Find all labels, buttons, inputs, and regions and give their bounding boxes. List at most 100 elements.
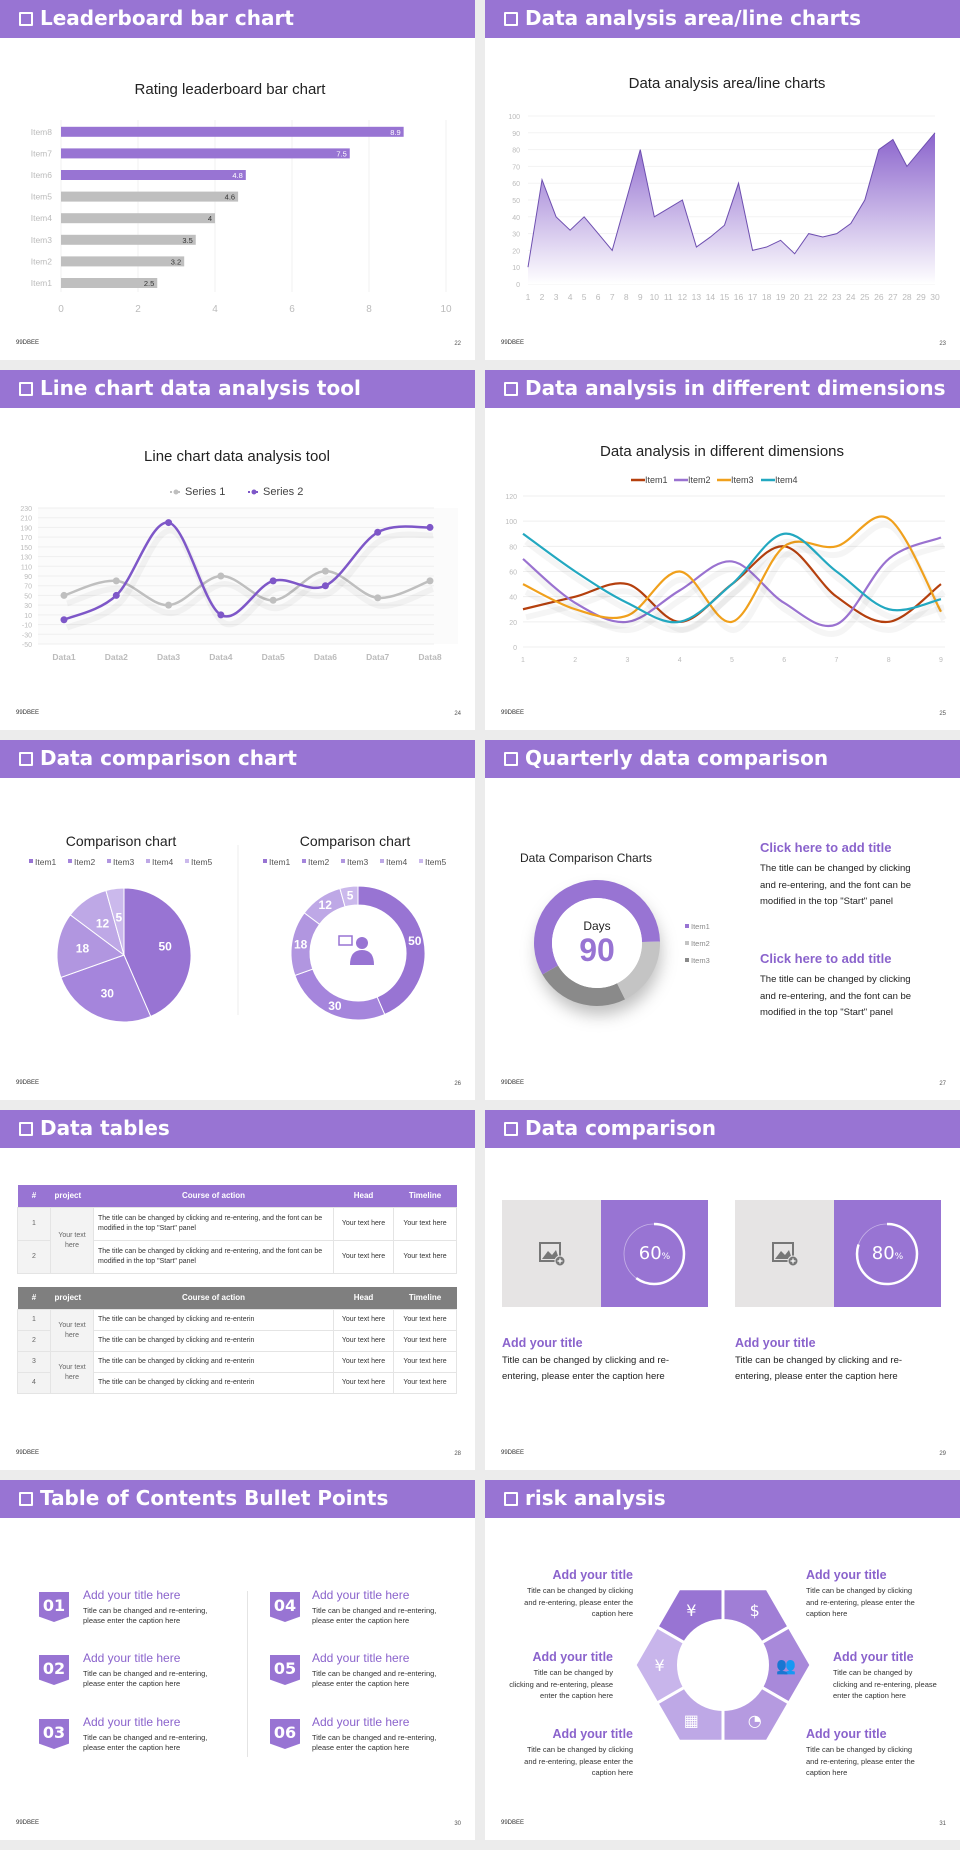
risk-item-title[interactable]: Add your title <box>806 1568 887 1582</box>
icon-part <box>338 935 353 946</box>
category-label: Item2 <box>31 256 53 266</box>
image-placeholder[interactable] <box>502 1200 601 1307</box>
y-tick-label: 100 <box>508 114 520 121</box>
y-tick-label: 70 <box>24 584 32 591</box>
slide-header: risk analysis <box>485 1480 960 1518</box>
toc-item-title[interactable]: Add your title here <box>83 1651 181 1665</box>
risk-item-title[interactable]: Add your title <box>806 1727 887 1741</box>
x-tick-label: 27 <box>888 292 898 302</box>
footer-text: 99DBEE <box>501 1450 525 1456</box>
slice-label: 12 <box>96 917 110 931</box>
slide: risk analysis 99DBEE 31 ¥ $ 👥 ◔ ▦ ¥ Add your titl… <box>485 1480 960 1840</box>
toc-item-title[interactable]: Add your title here <box>312 1715 410 1729</box>
x-tick-label: Data7 <box>366 652 389 662</box>
series-line <box>522 515 942 623</box>
chart-title: Comparison chart <box>300 833 411 849</box>
add-title-link[interactable]: Click here to add title <box>760 840 892 855</box>
add-title-link[interactable]: Click here to add title <box>760 951 892 966</box>
card-text: Title can be changed by clicking and re- <box>735 1355 903 1366</box>
x-tick-label: 2 <box>573 657 577 664</box>
x-tick-label: Data8 <box>418 652 441 662</box>
action-cell: The title can be changed by clicking and… <box>93 1330 334 1352</box>
table-row: 4 The title can be changed by clicking an… <box>17 1372 457 1394</box>
checkbox-square-icon <box>504 1492 518 1506</box>
column-header: Head <box>353 1293 374 1302</box>
category-label: Item1 <box>31 278 53 288</box>
slide-title: Leaderboard bar chart <box>40 6 294 30</box>
x-tick-label: 9 <box>638 292 643 302</box>
risk-item-text: Title can be changed by <box>833 1668 913 1677</box>
chart-title: Data Comparison Charts <box>520 851 652 865</box>
toc-item-title[interactable]: Add your title here <box>83 1715 181 1729</box>
legend-label: Item2 <box>308 857 330 867</box>
series-shadow <box>525 551 946 633</box>
bar <box>61 126 404 137</box>
risk-item-text: clicking and re-entering, please <box>833 1679 937 1689</box>
row-number: 2 <box>17 1240 51 1274</box>
legend-swatch <box>685 958 689 962</box>
row-number: 2 <box>17 1330 51 1352</box>
legend-swatch <box>185 859 189 863</box>
table-row: 3 Your text here The title can be changed … <box>17 1351 457 1394</box>
checkbox-square-icon <box>19 1122 33 1136</box>
x-tick-label: 0 <box>58 304 64 315</box>
toc-item-text: Title can be changed and re-entering, <box>83 1733 208 1742</box>
donut-segment <box>534 880 660 975</box>
comparison-card: 80% <box>735 1200 941 1307</box>
x-tick-label: 28 <box>902 292 912 302</box>
slide: Data comparison chart 99DBEE 26 Comparison … <box>0 740 475 1100</box>
y-tick-label: 230 <box>20 506 32 513</box>
slice-label: 30 <box>328 999 342 1013</box>
x-tick-label: 17 <box>748 292 758 302</box>
progress-panel: 60% <box>601 1200 708 1307</box>
presenter-icon <box>338 935 374 965</box>
icon-part <box>775 1250 792 1259</box>
y-tick-label: 20 <box>509 620 517 627</box>
body-text: and re-entering, and the font can be <box>760 990 912 1002</box>
toc-item-title[interactable]: Add your title here <box>312 1651 410 1665</box>
image-placeholder[interactable] <box>735 1200 834 1307</box>
slide-title: Line chart data analysis tool <box>40 376 361 400</box>
x-tick-label: 4 <box>212 304 218 315</box>
toc-item-title[interactable]: Add your title here <box>312 1588 410 1602</box>
slide: Data comparison 99DBEE 29 60% Add your title… <box>485 1110 960 1470</box>
number-badge: 04 <box>270 1592 300 1622</box>
slide-title: Quarterly data comparison <box>525 746 829 770</box>
chart-title: Line chart data analysis tool <box>144 448 330 465</box>
legend-label: Item1 <box>645 475 668 485</box>
data-point <box>60 616 68 624</box>
column-header: project <box>54 1191 82 1200</box>
head-cell: Your text here <box>333 1330 394 1352</box>
cycle-center <box>677 1619 769 1711</box>
risk-item-text: and re-entering, please enter the <box>524 1756 633 1766</box>
legend-swatch <box>380 859 384 863</box>
risk-item-title[interactable]: Add your title <box>552 1568 633 1582</box>
bar <box>61 191 239 202</box>
data-point <box>165 601 173 609</box>
risk-item-text: and re-entering, please enter the <box>524 1597 633 1607</box>
legend-label: Item3 <box>347 857 369 867</box>
risk-item-title[interactable]: Add your title <box>833 1650 914 1664</box>
risk-item-title[interactable]: Add your title <box>552 1727 633 1741</box>
page-number: 29 <box>939 1451 946 1457</box>
risk-item-title[interactable]: Add your title <box>532 1650 613 1664</box>
slice-label: 50 <box>158 939 172 953</box>
footer-text: 99DBEE <box>16 710 40 716</box>
y-tick-label: 90 <box>24 574 32 581</box>
data-label: 2.5 <box>144 279 154 288</box>
legend-marker <box>251 489 257 495</box>
bar <box>61 170 246 180</box>
footer-text: 99DBEE <box>16 1450 40 1456</box>
timeline-cell: Your text here <box>393 1309 457 1331</box>
x-tick-label: 8 <box>624 292 629 302</box>
page-number: 23 <box>939 341 946 347</box>
chart-svg: ¥ $ 👥 ◔ ▦ ¥ <box>633 1587 813 1743</box>
toc-item-title[interactable]: Add your title here <box>83 1588 181 1602</box>
slice-label: 50 <box>408 934 422 948</box>
page-number: 30 <box>454 1821 461 1827</box>
progress-label: 80% <box>834 1243 941 1264</box>
center-value: 90 <box>579 932 615 968</box>
column-header: # <box>31 1191 37 1200</box>
center-label: Days <box>583 919 610 933</box>
legend-label: Item2 <box>688 475 711 485</box>
